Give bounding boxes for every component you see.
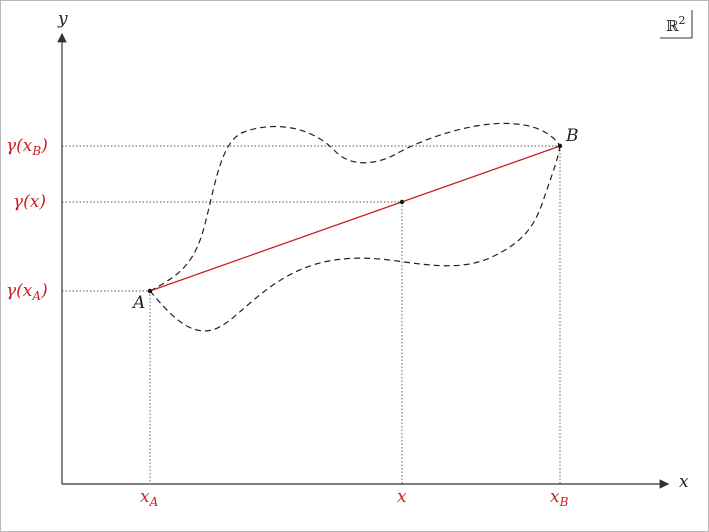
point-b-label: B: [565, 126, 579, 146]
space-badge: ℝ2: [660, 10, 693, 39]
x-axis-label: x: [679, 472, 689, 492]
y-tick-gamma-xa: γ(xA): [6, 281, 48, 303]
point-a: [147, 288, 153, 294]
upper-dashed-curve: [149, 122, 561, 292]
y-tick-gamma-x: γ(x): [13, 192, 46, 212]
point-mid: [399, 199, 405, 205]
x-tick-xb: xB: [550, 487, 569, 509]
x-tick-x: x: [397, 487, 407, 507]
point-a-label: A: [131, 293, 145, 313]
y-axis-label: y: [57, 9, 68, 29]
y-tick-gamma-xb: γ(xB): [6, 136, 48, 158]
space-badge-text: ℝ2: [666, 14, 685, 35]
point-b: [557, 143, 563, 149]
x-tick-xa: xA: [140, 487, 159, 509]
chord-line: [149, 145, 561, 292]
lower-dashed-curve: [149, 145, 561, 332]
